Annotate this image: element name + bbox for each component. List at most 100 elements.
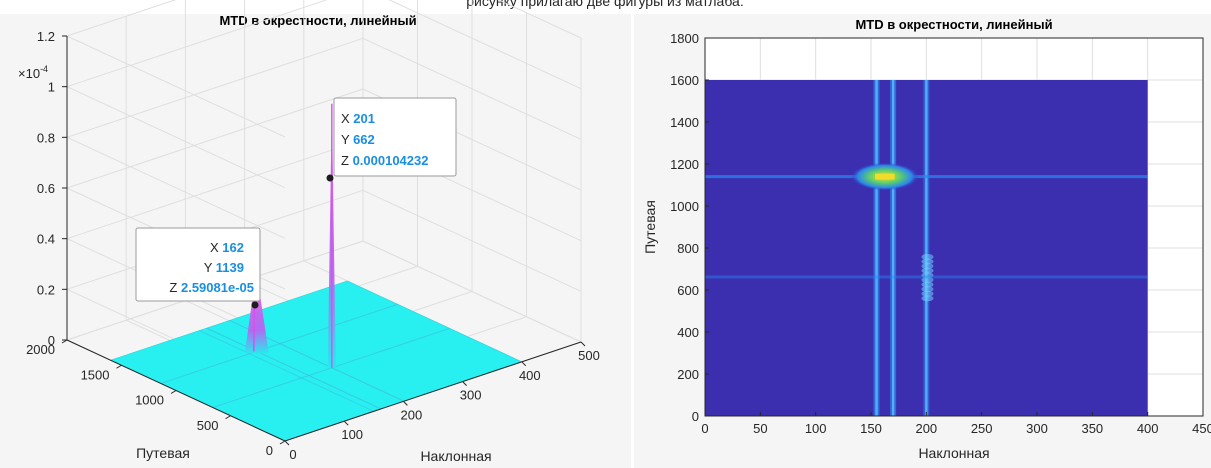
datatip-1-marker (326, 174, 334, 182)
backwall-grid-z (66, 0, 177, 37)
x-tick-label: 100 (805, 421, 827, 436)
y-tick-label: 800 (677, 241, 699, 256)
hot-spot-core (875, 173, 895, 180)
y-tick-label: 2000 (26, 342, 55, 357)
sidewall-grid-z (362, 189, 582, 292)
backwall-grid-z (66, 37, 364, 138)
y-tick-label: 1500 (81, 367, 110, 382)
x-tick-label: 450 (1192, 421, 1211, 436)
svg-text:Z 0.000104232: Z 0.000104232 (341, 153, 428, 168)
y-tick-mark (170, 390, 177, 394)
left-xlabel: Наклонная (420, 448, 491, 464)
surface-ridge-line (160, 303, 398, 384)
horizontal-streak (705, 275, 1148, 279)
x-tick-label: 150 (860, 421, 882, 436)
x-tick-label: 500 (578, 348, 600, 363)
streak-blob (921, 253, 934, 260)
y-tick-label: 1600 (670, 73, 699, 88)
x-tick-label: 0 (701, 421, 708, 436)
streak-blob (921, 281, 934, 288)
svg-text:X 201: X 201 (341, 111, 375, 126)
x-tick-label: 200 (915, 421, 937, 436)
left-ylabel: Путевая (136, 445, 190, 461)
streak-blob (921, 276, 934, 283)
y-tick-mark (279, 440, 286, 445)
sidewall-grid-z (497, 0, 582, 39)
left-tick-labels: 0100200300400500050010001500200000.20.40… (26, 29, 600, 462)
x-tick-label: 250 (971, 421, 993, 436)
horizontal-streak (705, 175, 1148, 179)
right-tick-labels: 0 50 100 150 200 250 300 350 400 450 0 200 400 600 800… (670, 31, 1211, 436)
vertical-streak-core (875, 80, 878, 416)
y-tick-mark (225, 415, 231, 420)
vertical-streak-core (891, 80, 895, 416)
right-ylabel: Путевая (642, 200, 658, 254)
right-title: MTD в окрестности, линейный (855, 17, 1052, 32)
spike-peak-2 (244, 286, 269, 354)
streak-blob (921, 286, 934, 293)
x-tick-mark (580, 341, 586, 347)
streak-blob (921, 263, 934, 270)
z-tick-label: 0.4 (37, 232, 55, 247)
streak-blob (921, 267, 934, 274)
x-tick-label: 400 (1137, 421, 1159, 436)
z-tick-label: 0 (48, 333, 55, 348)
sidewall-grid-z (362, 240, 582, 343)
y-tick-label: 0 (266, 443, 273, 458)
y-tick-mark (116, 364, 122, 369)
left-peaks (244, 103, 336, 368)
svg-text:X 162: X 162 (210, 240, 244, 255)
x-tick-mark (521, 361, 527, 367)
y-tick-label: 0 (692, 409, 699, 424)
svg-text:Y 662: Y 662 (341, 132, 375, 147)
z-tick-label: 0.8 (37, 130, 55, 145)
x-tick-label: 300 (1026, 421, 1048, 436)
sidewall-grid-z (362, 37, 582, 140)
right-heatmap-image (705, 80, 1148, 416)
y-tick-label: 1000 (135, 393, 164, 408)
x-axis-line (284, 341, 582, 442)
right-axes-box (704, 37, 1204, 417)
backwall-grid-z (66, 139, 364, 240)
z-tick-label: 1 (48, 80, 55, 95)
x-tick-label: 400 (519, 368, 541, 383)
right-xlabel: Наклонная (918, 445, 989, 461)
surface-ridge-line (199, 330, 375, 412)
streak-blob (921, 295, 934, 302)
z-tick-label: 1.2 (37, 29, 55, 44)
leftwall-grid-z (66, 136, 286, 239)
x-tick-label: 0 (289, 447, 296, 462)
y-tick-label: 1000 (670, 199, 699, 214)
streak-blob (921, 258, 934, 265)
x-tick-label: 350 (1081, 421, 1103, 436)
top-clipped-text: рисунку прилагаю две фигуры из матлаба: (466, 0, 743, 9)
x-tick-label: 300 (460, 388, 482, 403)
y-tick-label: 600 (677, 283, 699, 298)
y-tick-label: 1200 (670, 157, 699, 172)
x-tick-label: 200 (401, 407, 423, 422)
right-panel: MTD в окрестности, линейный 0 50 100 150 200… (634, 14, 1211, 468)
svg-text:Z 2.59081e-05: Z 2.59081e-05 (169, 280, 254, 295)
x-tick-label: 50 (753, 421, 767, 436)
y-tick-label: 400 (677, 325, 699, 340)
left-z-exponent: ×10-4 (18, 64, 48, 81)
left-panel: MTD в окрестности, линейный 010020030040… (18, 0, 600, 464)
backwall-grid-z (66, 0, 328, 88)
sidewall-grid-z (388, 0, 582, 90)
datatip-1[interactable]: X 201 Y 662 Z 0.000104232 (326, 97, 457, 182)
streak-blob (921, 272, 934, 279)
x-tick-mark (343, 420, 349, 426)
surface-ridge-line (206, 327, 382, 410)
datatip-2[interactable]: X 162 Y 1139 Z 2.59081e-05 (135, 227, 261, 309)
x-tick-mark (284, 440, 290, 446)
y-tick-label: 1400 (670, 115, 699, 130)
leftwall-grid-z (66, 86, 286, 189)
svg-text:Y 1139: Y 1139 (204, 260, 244, 275)
y-tick-label: 200 (677, 367, 699, 382)
streak-blob (921, 290, 934, 297)
backwall-grid-z (66, 88, 364, 189)
vertical-streak-core (925, 80, 928, 416)
datatip-2-marker (251, 301, 259, 309)
surface-ridge-line (212, 327, 450, 409)
